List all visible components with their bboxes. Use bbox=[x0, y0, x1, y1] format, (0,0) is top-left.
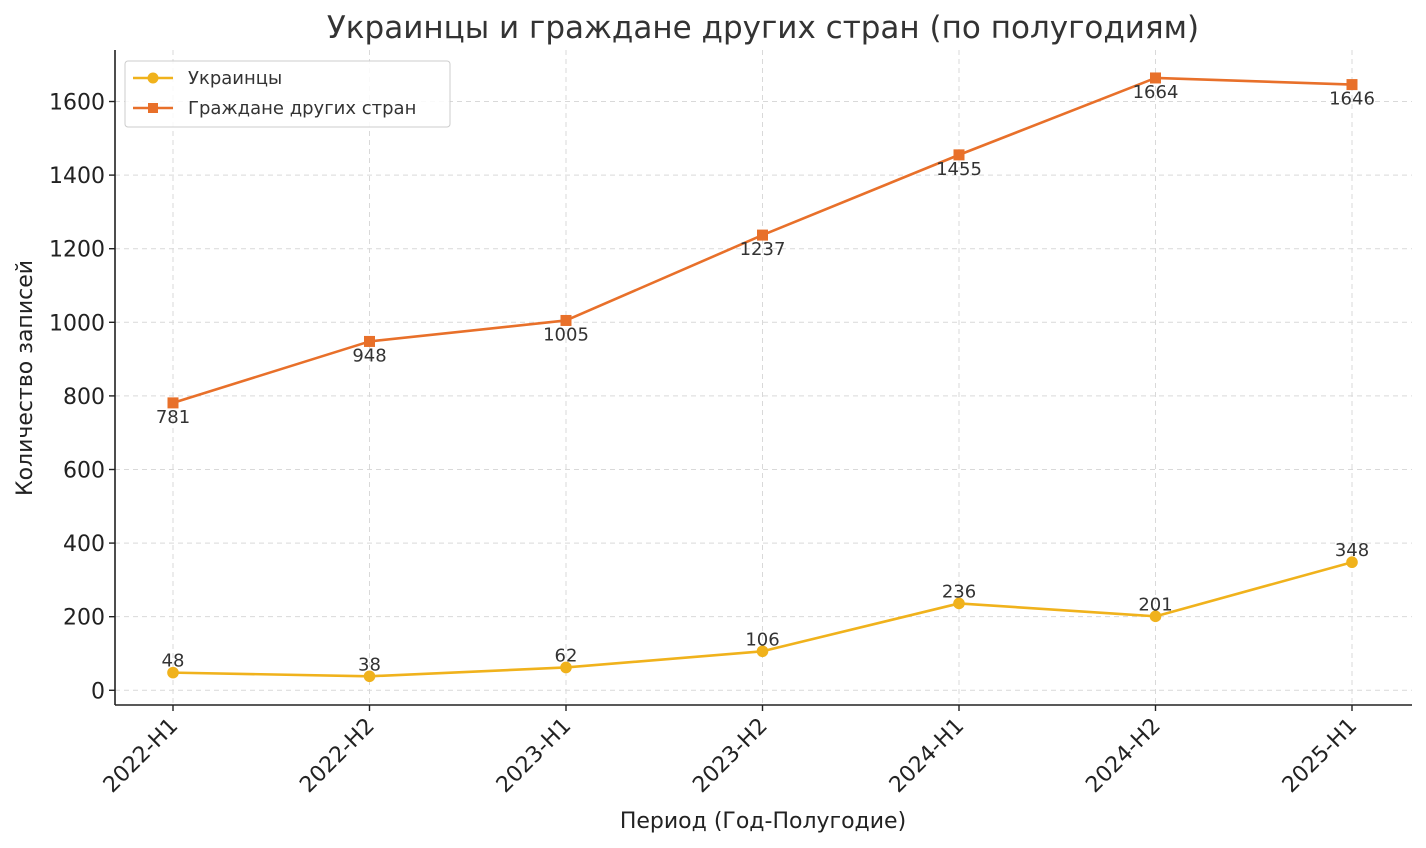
data-point bbox=[953, 597, 965, 610]
y-tick-label: 1000 bbox=[49, 311, 105, 336]
legend-marker bbox=[147, 72, 159, 84]
data-labels: 48 38 62 106 236 201 348 781 948 1005 1237 1455 1664… bbox=[156, 82, 1375, 675]
data-label: 236 bbox=[942, 581, 976, 602]
axes bbox=[114, 50, 1412, 706]
series-1 bbox=[167, 556, 1358, 683]
data-label: 106 bbox=[745, 629, 779, 650]
data-point bbox=[1346, 79, 1358, 91]
y-tick-label: 800 bbox=[63, 385, 105, 410]
y-tick-label: 1200 bbox=[49, 238, 105, 263]
legend-label: Украинцы bbox=[188, 68, 282, 89]
data-label: 1005 bbox=[543, 324, 589, 345]
y-axis-ticks: 0 200 400 600 800 1000 1200 1400 1600 bbox=[49, 91, 115, 704]
series-2 bbox=[167, 72, 1358, 409]
x-tick-label: 2023-H1 bbox=[492, 714, 576, 798]
data-point bbox=[1150, 72, 1161, 84]
x-tick-label: 2022-H2 bbox=[295, 714, 379, 798]
data-point bbox=[953, 149, 965, 161]
legend-label: Граждане других стран bbox=[188, 98, 416, 119]
data-label: 48 bbox=[162, 651, 185, 672]
x-axis-label: Период (Год-Полугодие) bbox=[620, 809, 906, 834]
legend-marker bbox=[148, 103, 158, 113]
y-tick-label: 0 bbox=[91, 679, 105, 704]
data-label: 948 bbox=[352, 345, 386, 366]
data-label: 348 bbox=[1335, 540, 1369, 561]
data-point bbox=[757, 229, 768, 241]
y-axis-label: Количество записей bbox=[13, 260, 38, 496]
legend-item: Граждане других стран bbox=[133, 98, 416, 119]
legend-item: Украинцы bbox=[133, 68, 282, 89]
data-label: 62 bbox=[555, 645, 578, 666]
data-label: 38 bbox=[358, 654, 381, 675]
legend-frame bbox=[124, 60, 451, 128]
data-point bbox=[1346, 556, 1358, 569]
series-layer bbox=[167, 72, 1358, 683]
grid bbox=[115, 50, 1412, 705]
data-label: 781 bbox=[156, 407, 190, 428]
data-point bbox=[363, 670, 376, 683]
data-point bbox=[167, 397, 179, 409]
data-point bbox=[364, 335, 375, 347]
data-label: 1664 bbox=[1133, 82, 1179, 103]
y-tick-label: 400 bbox=[63, 532, 105, 557]
y-tick-label: 1400 bbox=[49, 164, 105, 189]
legend: Украинцы Граждане других стран bbox=[124, 60, 451, 128]
x-tick-label: 2025-H1 bbox=[1278, 714, 1362, 798]
y-tick-label: 200 bbox=[63, 606, 105, 631]
data-point bbox=[167, 666, 179, 679]
data-point bbox=[1149, 610, 1162, 623]
x-axis-ticks: 2022-H1 2022-H2 2023-H1 2023-H2 2024-H1 2024-… bbox=[99, 705, 1362, 798]
data-label: 1646 bbox=[1329, 89, 1375, 110]
x-tick-label: 2024-H1 bbox=[885, 714, 969, 798]
chart-title: Украинцы и граждане других стран (по пол… bbox=[327, 10, 1199, 46]
x-tick-label: 2023-H2 bbox=[688, 714, 772, 798]
data-point bbox=[560, 661, 572, 674]
x-tick-label: 2024-H2 bbox=[1081, 714, 1165, 798]
y-tick-label: 1600 bbox=[49, 91, 105, 116]
data-point bbox=[756, 645, 769, 658]
data-point bbox=[560, 314, 572, 326]
y-tick-label: 600 bbox=[63, 458, 105, 483]
data-label: 201 bbox=[1138, 594, 1172, 615]
x-tick-label: 2022-H1 bbox=[99, 714, 183, 798]
data-label: 1237 bbox=[740, 239, 786, 260]
data-label: 1455 bbox=[936, 159, 982, 180]
